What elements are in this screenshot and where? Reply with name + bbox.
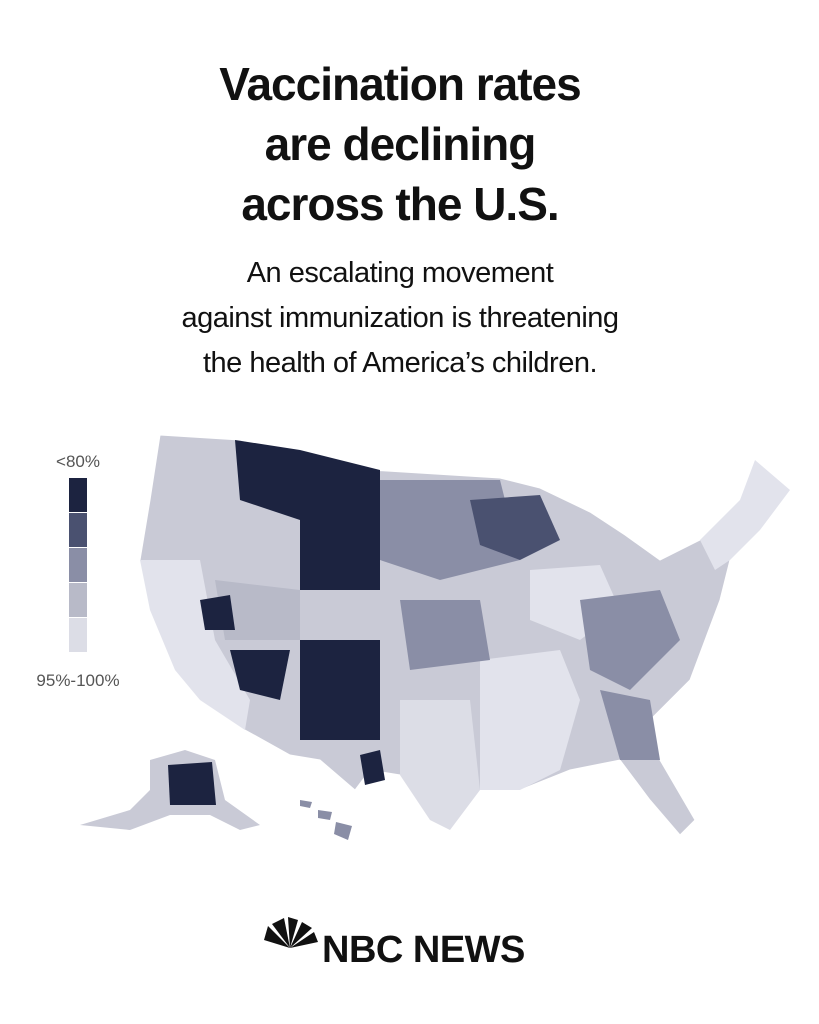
light-region [480,650,580,790]
dark-region [168,762,216,805]
map [80,434,791,840]
dark-region [235,440,380,590]
legend-swatch [69,618,87,652]
hawaii [300,800,352,840]
dark-region [300,640,380,740]
subtitle-line: against immunization is threatening [181,302,618,334]
mid-region [215,580,300,640]
logo: NBC NEWS [322,929,525,971]
mid-region [580,590,680,690]
legend-swatch [69,548,87,582]
title-line: Vaccination rates [219,58,580,110]
light-region [140,560,250,730]
title-line: are declining [265,118,536,170]
legend-swatch [69,478,87,512]
mid-region [470,495,560,560]
subtitle-line: An escalating movement [247,257,554,289]
subtitle-line: the health of America’s children. [203,347,597,379]
title-line: across the U.S. [241,178,558,230]
logo-mark [264,917,318,948]
mid-region [600,690,660,760]
dark-region [200,595,235,630]
dark-region [230,650,290,700]
legend-top-label: <80% [56,452,100,471]
legend-swatch [69,583,87,617]
legend-swatch [69,513,87,547]
legend-bottom-label: 95%-100% [36,671,119,690]
light-region [700,460,790,570]
legend [69,478,87,652]
light-region [400,700,480,830]
dark-region [360,750,385,785]
mid-region [400,600,490,670]
